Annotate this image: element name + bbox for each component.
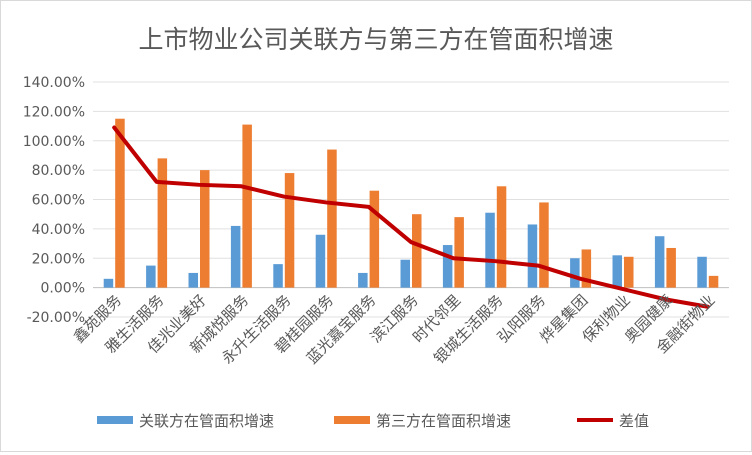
legend-swatch-1 [334,416,370,424]
bar-related-3 [231,226,241,288]
bar-third-party-8 [454,217,464,288]
bar-related-14 [697,257,707,288]
bar-third-party-12 [624,257,634,288]
x-axis-tick-labels: 鑫苑服务雅生活服务佳兆业美好新城悦服务永升生活服务碧桂园服务蓝光嘉宝服务滨江服务… [70,291,719,367]
y-tick-label: 100.00% [23,134,85,150]
legend-swatch-0 [97,416,133,424]
chart-title: 上市物业公司关联方与第三方在管面积增速 [138,25,613,54]
bar-related-11 [570,258,580,287]
bar-related-13 [655,236,665,287]
y-tick-label: 40.00% [32,222,85,238]
bar-related-4 [273,264,283,288]
bar-related-2 [189,273,199,288]
bar-related-7 [401,260,411,288]
y-tick-label: 80.00% [32,163,85,179]
bar-third-party-7 [412,214,422,287]
legend-label-2: 差值 [619,412,649,430]
bar-third-party-0 [115,119,125,288]
bar-third-party-14 [709,276,719,288]
bar-third-party-10 [539,202,549,287]
bar-third-party-2 [200,170,210,288]
y-tick-label: 140.00% [23,75,85,91]
legend: 关联方在管面积增速 第三方在管面积增速 差值 [97,412,649,430]
bar-third-party-9 [497,186,507,287]
bar-third-party-1 [158,158,168,287]
bar-related-1 [146,266,156,288]
bar-third-party-4 [285,173,295,288]
y-tick-label: 120.00% [23,104,85,120]
bar-third-party-3 [242,125,252,288]
bar-related-6 [358,273,368,288]
y-tick-label: 60.00% [32,193,85,209]
bar-related-0 [104,279,114,288]
bar-third-party-5 [327,150,337,288]
bar-third-party-13 [666,248,676,288]
bar-related-5 [316,235,326,288]
bar-related-9 [485,213,495,288]
bar-related-10 [528,224,538,287]
legend-label-0: 关联方在管面积增速 [139,412,274,430]
bar-related-12 [613,255,623,287]
y-axis-tick-labels: 140.00% 120.00% 100.00% 80.00% 60.00% 40.00% 2… [23,75,85,326]
legend-label-1: 第三方在管面积增速 [376,412,511,430]
gridlines [93,82,729,317]
bar-marks [104,119,719,288]
bar-third-party-6 [370,191,380,288]
y-tick-label: 20.00% [32,251,85,267]
bar-related-8 [443,245,453,288]
y-tick-label: -20.00% [27,310,85,326]
y-tick-label: 0.00% [41,281,85,297]
